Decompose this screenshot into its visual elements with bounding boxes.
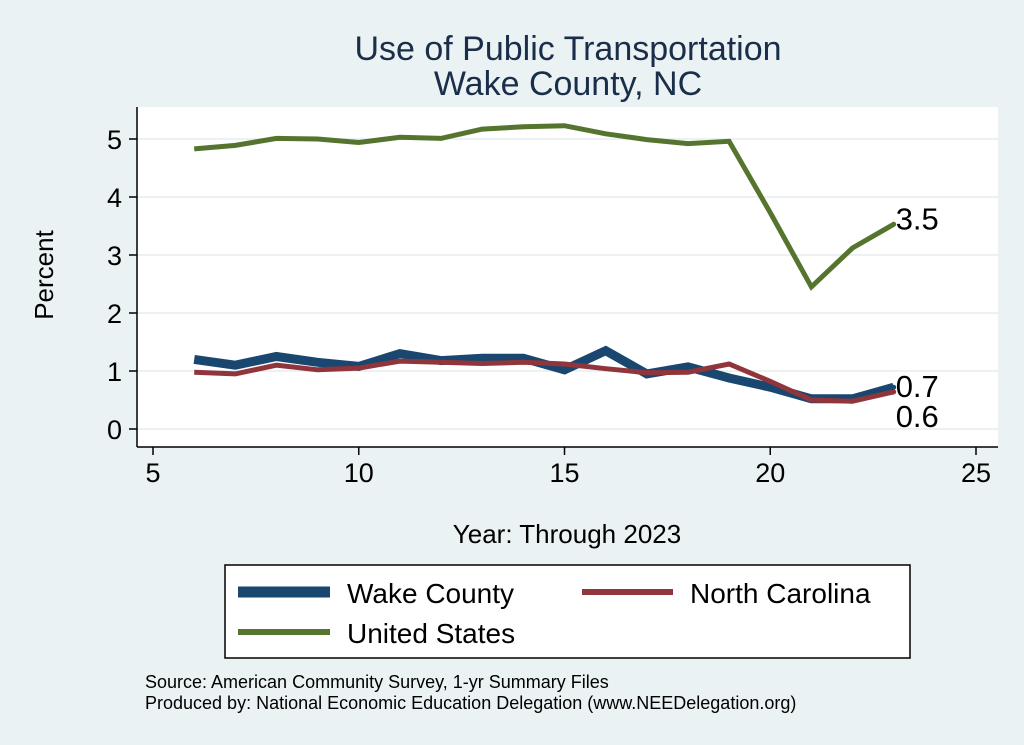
y-axis-title: Percent (29, 229, 59, 319)
x-tick-label-5: 5 (145, 458, 160, 488)
x-tick-label-15: 15 (549, 458, 579, 488)
end-marker-united-states (891, 221, 897, 227)
produced-by-note: Produced by: National Economic Education… (145, 693, 796, 713)
end-label-north-carolina: 0.6 (896, 399, 939, 434)
x-tick-label-10: 10 (344, 458, 374, 488)
y-tick-label-4: 4 (107, 183, 122, 213)
y-tick-label-1: 1 (107, 357, 122, 387)
axes: 0 1 2 3 4 5 5 10 15 20 25 (107, 107, 998, 488)
legend-label-north-carolina: North Carolina (690, 578, 871, 609)
legend-label-wake-county: Wake County (347, 578, 514, 609)
legend (224, 564, 911, 659)
chart-title-line-1: Use of Public Transportation (354, 30, 781, 68)
chart-title-line-2: Wake County, NC (434, 65, 702, 103)
legend-items: Wake County North Carolina United States (238, 578, 871, 649)
series-line-united-states (193, 123, 895, 291)
source-note: Source: American Community Survey, 1-yr … (145, 672, 609, 692)
end-label-united-states: 3.5 (896, 201, 939, 236)
y-tick-label-2: 2 (107, 299, 122, 329)
y-tick-label-5: 5 (107, 125, 122, 155)
end-marker-north-carolina (891, 389, 897, 395)
series-line-north-carolina (194, 358, 895, 404)
x-axis-title: Year: Through 2023 (453, 519, 681, 549)
legend-label-united-states: United States (347, 618, 515, 649)
end-marker-wake-county (891, 384, 897, 390)
plot-area (137, 107, 998, 447)
series-group (193, 123, 895, 404)
y-tick-label-0: 0 (107, 415, 122, 445)
end-label-wake-county: 0.7 (896, 369, 939, 404)
y-tick-label-3: 3 (107, 241, 122, 271)
x-tick-label-25: 25 (961, 458, 991, 488)
end-labels: 0.70.6 3.5 (891, 201, 939, 434)
x-tick-label-20: 20 (755, 458, 785, 488)
